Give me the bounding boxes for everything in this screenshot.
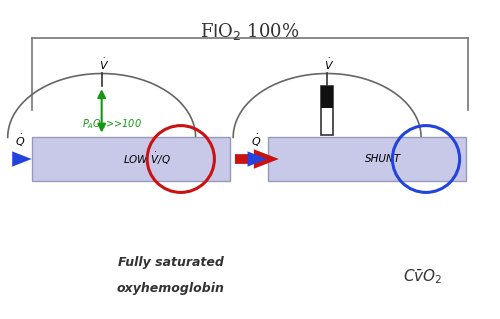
Text: Fully saturated: Fully saturated	[118, 256, 224, 269]
Text: $\dot{Q}$: $\dot{Q}$	[16, 133, 26, 149]
Text: F$\mathrm{I}$O$_2$ 100%: F$\mathrm{I}$O$_2$ 100%	[200, 21, 300, 42]
Bar	[321, 86, 333, 136]
Bar	[321, 86, 333, 108]
Text: LOW $\dot{V}$/Q: LOW $\dot{V}$/Q	[123, 151, 171, 167]
Bar	[32, 137, 230, 181]
Text: $\dot{V}$: $\dot{V}$	[98, 56, 109, 71]
Text: $C\bar{v}O_2$: $C\bar{v}O_2$	[404, 268, 442, 286]
Text: SHUNT: SHUNT	[364, 154, 400, 164]
Text: $\dot{Q}$: $\dot{Q}$	[251, 133, 261, 149]
Text: $\dot{V}$: $\dot{V}$	[324, 56, 334, 71]
Text: P$_A$O$_2$>>100: P$_A$O$_2$>>100	[82, 118, 142, 131]
Text: oxyhemoglobin: oxyhemoglobin	[117, 282, 225, 295]
Bar	[268, 137, 466, 181]
